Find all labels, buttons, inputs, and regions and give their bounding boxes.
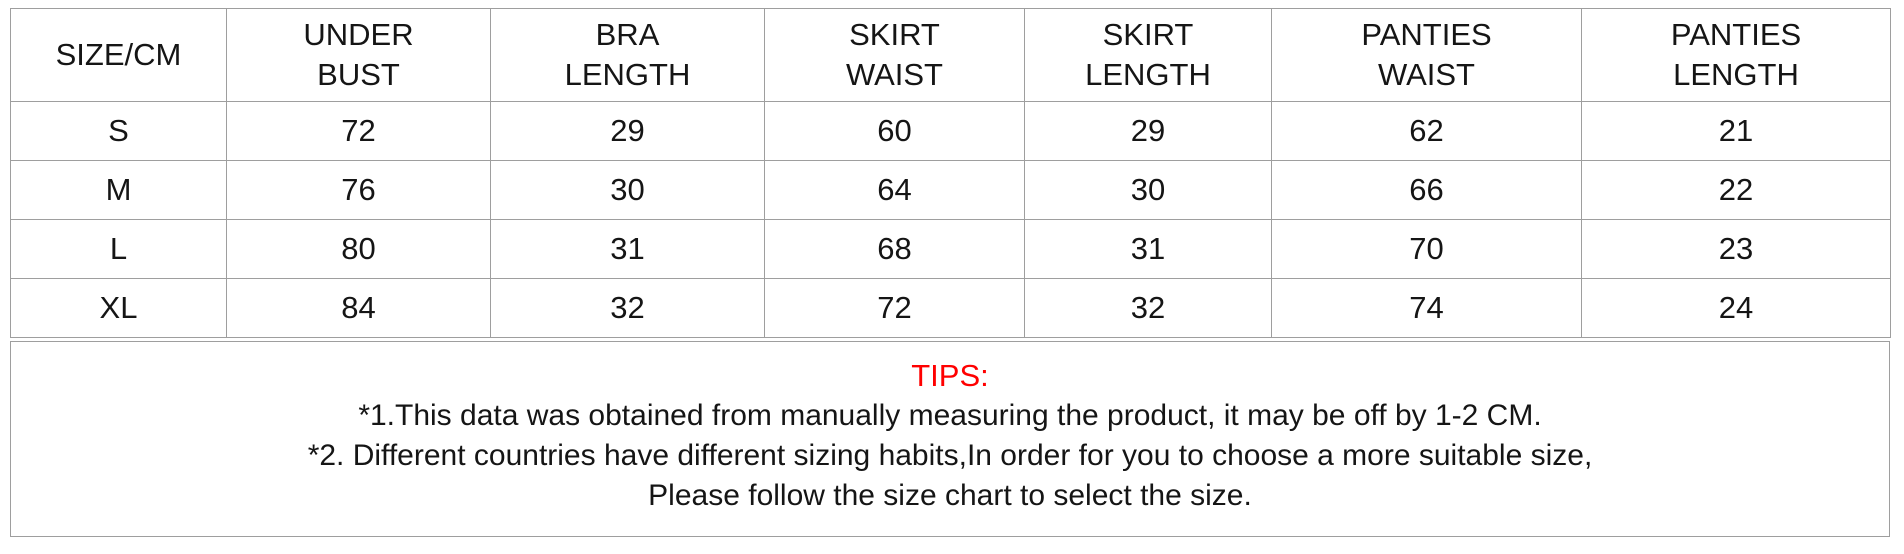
measurement-cell: 21 <box>1581 101 1891 161</box>
header-size-cm: SIZE/CM <box>10 8 227 102</box>
measurement-cell: 31 <box>490 219 765 279</box>
header-bra-length: BRA LENGTH <box>490 8 765 102</box>
measurement-cell: 31 <box>1024 219 1272 279</box>
size-label-cell: L <box>10 219 227 279</box>
size-table-header: SIZE/CM UNDER BUST BRA LENGTH SKIRT WAIS… <box>10 8 1891 102</box>
measurement-cell: 66 <box>1271 160 1582 220</box>
table-row: M 76 30 64 30 66 22 <box>10 160 1891 220</box>
measurement-cell: 32 <box>1024 278 1272 338</box>
size-label-cell: XL <box>10 278 227 338</box>
tips-line-2: *2. Different countries have different s… <box>307 439 1593 472</box>
measurement-cell: 74 <box>1271 278 1582 338</box>
table-row: L 80 31 68 31 70 23 <box>10 219 1891 279</box>
measurement-cell: 29 <box>1024 101 1272 161</box>
header-under-bust: UNDER BUST <box>226 8 491 102</box>
measurement-cell: 80 <box>226 219 491 279</box>
measurement-cell: 62 <box>1271 101 1582 161</box>
size-label-cell: M <box>10 160 227 220</box>
measurement-cell: 23 <box>1581 219 1891 279</box>
measurement-cell: 72 <box>764 278 1025 338</box>
table-row: S 72 29 60 29 62 21 <box>10 101 1891 161</box>
measurement-cell: 29 <box>490 101 765 161</box>
tips-line-1: *1.This data was obtained from manually … <box>358 399 1542 432</box>
size-table-body: S 72 29 60 29 62 21 M 76 30 64 30 66 22 L 80 31 68 31 70 23 X… <box>10 101 1891 338</box>
measurement-cell: 70 <box>1271 219 1582 279</box>
header-panties-waist: PANTIES WAIST <box>1271 8 1582 102</box>
size-table: SIZE/CM UNDER BUST BRA LENGTH SKIRT WAIS… <box>10 8 1891 338</box>
measurement-cell: 84 <box>226 278 491 338</box>
measurement-cell: 76 <box>226 160 491 220</box>
size-chart: SIZE/CM UNDER BUST BRA LENGTH SKIRT WAIS… <box>10 8 1891 537</box>
header-skirt-waist: SKIRT WAIST <box>764 8 1025 102</box>
header-panties-length: PANTIES LENGTH <box>1581 8 1891 102</box>
header-row: SIZE/CM UNDER BUST BRA LENGTH SKIRT WAIS… <box>10 8 1891 102</box>
measurement-cell: 64 <box>764 160 1025 220</box>
measurement-cell: 30 <box>1024 160 1272 220</box>
tips-section: TIPS: *1.This data was obtained from man… <box>10 341 1890 537</box>
size-label-cell: S <box>10 101 227 161</box>
measurement-cell: 60 <box>764 101 1025 161</box>
measurement-cell: 30 <box>490 160 765 220</box>
measurement-cell: 32 <box>490 278 765 338</box>
measurement-cell: 68 <box>764 219 1025 279</box>
measurement-cell: 24 <box>1581 278 1891 338</box>
header-skirt-length: SKIRT LENGTH <box>1024 8 1272 102</box>
measurement-cell: 72 <box>226 101 491 161</box>
measurement-cell: 22 <box>1581 160 1891 220</box>
tips-title: TIPS: <box>911 358 989 393</box>
table-row: XL 84 32 72 32 74 24 <box>10 278 1891 338</box>
tips-line-3: Please follow the size chart to select t… <box>648 479 1252 512</box>
